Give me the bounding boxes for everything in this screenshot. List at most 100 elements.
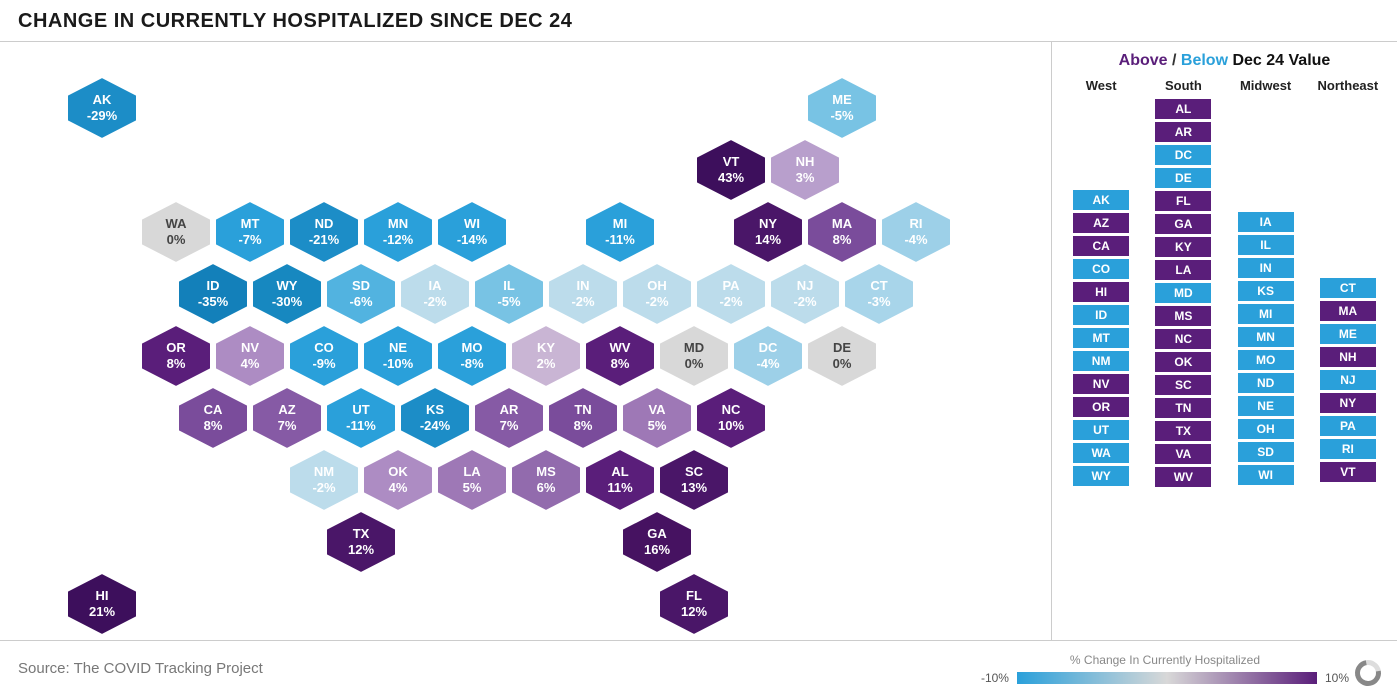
state-hex-ms[interactable]: MS6% — [511, 449, 581, 511]
region-chip-wv[interactable]: WV — [1155, 467, 1211, 487]
region-chip-co[interactable]: CO — [1073, 259, 1129, 279]
region-chip-ne[interactable]: NE — [1238, 396, 1294, 416]
region-chip-fl[interactable]: FL — [1155, 191, 1211, 211]
region-chip-nv[interactable]: NV — [1073, 374, 1129, 394]
state-hex-ne[interactable]: NE-10% — [363, 325, 433, 387]
state-hex-nv[interactable]: NV4% — [215, 325, 285, 387]
region-chip-ia[interactable]: IA — [1238, 212, 1294, 232]
state-hex-ut[interactable]: UT-11% — [326, 387, 396, 449]
state-hex-ok[interactable]: OK4% — [363, 449, 433, 511]
state-hex-me[interactable]: ME-5% — [807, 77, 877, 139]
state-hex-mo[interactable]: MO-8% — [437, 325, 507, 387]
state-hex-nd[interactable]: ND-21% — [289, 201, 359, 263]
region-chip-mn[interactable]: MN — [1238, 327, 1294, 347]
region-chip-ut[interactable]: UT — [1073, 420, 1129, 440]
state-hex-wv[interactable]: WV8% — [585, 325, 655, 387]
state-hex-nh[interactable]: NH3% — [770, 139, 840, 201]
state-hex-or[interactable]: OR8% — [141, 325, 211, 387]
state-hex-id[interactable]: ID-35% — [178, 263, 248, 325]
state-hex-mt[interactable]: MT-7% — [215, 201, 285, 263]
region-chip-mi[interactable]: MI — [1238, 304, 1294, 324]
state-hex-mi[interactable]: MI-11% — [585, 201, 655, 263]
region-chip-me[interactable]: ME — [1320, 324, 1376, 344]
region-chip-ny[interactable]: NY — [1320, 393, 1376, 413]
region-chip-oh[interactable]: OH — [1238, 419, 1294, 439]
region-chip-ak[interactable]: AK — [1073, 190, 1129, 210]
state-hex-sc[interactable]: SC13% — [659, 449, 729, 511]
region-chip-la[interactable]: LA — [1155, 260, 1211, 280]
region-chip-id[interactable]: ID — [1073, 305, 1129, 325]
region-chip-nc[interactable]: NC — [1155, 329, 1211, 349]
state-hex-il[interactable]: IL-5% — [474, 263, 544, 325]
state-hex-ca[interactable]: CA8% — [178, 387, 248, 449]
region-chip-sc[interactable]: SC — [1155, 375, 1211, 395]
region-chip-ga[interactable]: GA — [1155, 214, 1211, 234]
state-hex-ri[interactable]: RI-4% — [881, 201, 951, 263]
region-chip-ca[interactable]: CA — [1073, 236, 1129, 256]
region-chip-nj[interactable]: NJ — [1320, 370, 1376, 390]
region-chip-pa[interactable]: PA — [1320, 416, 1376, 436]
region-chip-vt[interactable]: VT — [1320, 462, 1376, 482]
region-chip-ms[interactable]: MS — [1155, 306, 1211, 326]
state-hex-md[interactable]: MD0% — [659, 325, 729, 387]
state-hex-ky[interactable]: KY2% — [511, 325, 581, 387]
region-chip-az[interactable]: AZ — [1073, 213, 1129, 233]
region-chip-wi[interactable]: WI — [1238, 465, 1294, 485]
state-hex-ma[interactable]: MA8% — [807, 201, 877, 263]
region-chip-in[interactable]: IN — [1238, 258, 1294, 278]
region-chip-wa[interactable]: WA — [1073, 443, 1129, 463]
region-chip-ok[interactable]: OK — [1155, 352, 1211, 372]
region-chip-ri[interactable]: RI — [1320, 439, 1376, 459]
state-hex-nc[interactable]: NC10% — [696, 387, 766, 449]
state-hex-vt[interactable]: VT43% — [696, 139, 766, 201]
region-chip-ct[interactable]: CT — [1320, 278, 1376, 298]
state-hex-wi[interactable]: WI-14% — [437, 201, 507, 263]
region-chip-de[interactable]: DE — [1155, 168, 1211, 188]
region-chip-tx[interactable]: TX — [1155, 421, 1211, 441]
state-hex-ak[interactable]: AK-29% — [67, 77, 137, 139]
region-chip-nm[interactable]: NM — [1073, 351, 1129, 371]
state-hex-ks[interactable]: KS-24% — [400, 387, 470, 449]
state-hex-ia[interactable]: IA-2% — [400, 263, 470, 325]
state-hex-tn[interactable]: TN8% — [548, 387, 618, 449]
state-hex-sd[interactable]: SD-6% — [326, 263, 396, 325]
region-chip-ma[interactable]: MA — [1320, 301, 1376, 321]
region-chip-dc[interactable]: DC — [1155, 145, 1211, 165]
state-hex-wa[interactable]: WA0% — [141, 201, 211, 263]
state-hex-tx[interactable]: TX12% — [326, 511, 396, 573]
region-chip-md[interactable]: MD — [1155, 283, 1211, 303]
state-hex-pa[interactable]: PA-2% — [696, 263, 766, 325]
region-chip-ar[interactable]: AR — [1155, 122, 1211, 142]
region-chip-mo[interactable]: MO — [1238, 350, 1294, 370]
state-hex-va[interactable]: VA5% — [622, 387, 692, 449]
state-hex-de[interactable]: DE0% — [807, 325, 877, 387]
region-chip-nh[interactable]: NH — [1320, 347, 1376, 367]
region-chip-il[interactable]: IL — [1238, 235, 1294, 255]
state-hex-al[interactable]: AL11% — [585, 449, 655, 511]
region-chip-hi[interactable]: HI — [1073, 282, 1129, 302]
state-hex-wy[interactable]: WY-30% — [252, 263, 322, 325]
region-chip-ky[interactable]: KY — [1155, 237, 1211, 257]
region-chip-wy[interactable]: WY — [1073, 466, 1129, 486]
state-hex-nj[interactable]: NJ-2% — [770, 263, 840, 325]
state-hex-ar[interactable]: AR7% — [474, 387, 544, 449]
region-chip-or[interactable]: OR — [1073, 397, 1129, 417]
region-chip-ks[interactable]: KS — [1238, 281, 1294, 301]
state-hex-fl[interactable]: FL12% — [659, 573, 729, 635]
state-hex-ct[interactable]: CT-3% — [844, 263, 914, 325]
region-chip-tn[interactable]: TN — [1155, 398, 1211, 418]
region-chip-al[interactable]: AL — [1155, 99, 1211, 119]
state-hex-la[interactable]: LA5% — [437, 449, 507, 511]
state-hex-az[interactable]: AZ7% — [252, 387, 322, 449]
state-hex-oh[interactable]: OH-2% — [622, 263, 692, 325]
state-hex-mn[interactable]: MN-12% — [363, 201, 433, 263]
region-chip-mt[interactable]: MT — [1073, 328, 1129, 348]
state-hex-ga[interactable]: GA16% — [622, 511, 692, 573]
state-hex-hi[interactable]: HI21% — [67, 573, 137, 635]
state-hex-nm[interactable]: NM-2% — [289, 449, 359, 511]
state-hex-co[interactable]: CO-9% — [289, 325, 359, 387]
state-hex-dc[interactable]: DC-4% — [733, 325, 803, 387]
region-chip-va[interactable]: VA — [1155, 444, 1211, 464]
region-chip-nd[interactable]: ND — [1238, 373, 1294, 393]
state-hex-in[interactable]: IN-2% — [548, 263, 618, 325]
